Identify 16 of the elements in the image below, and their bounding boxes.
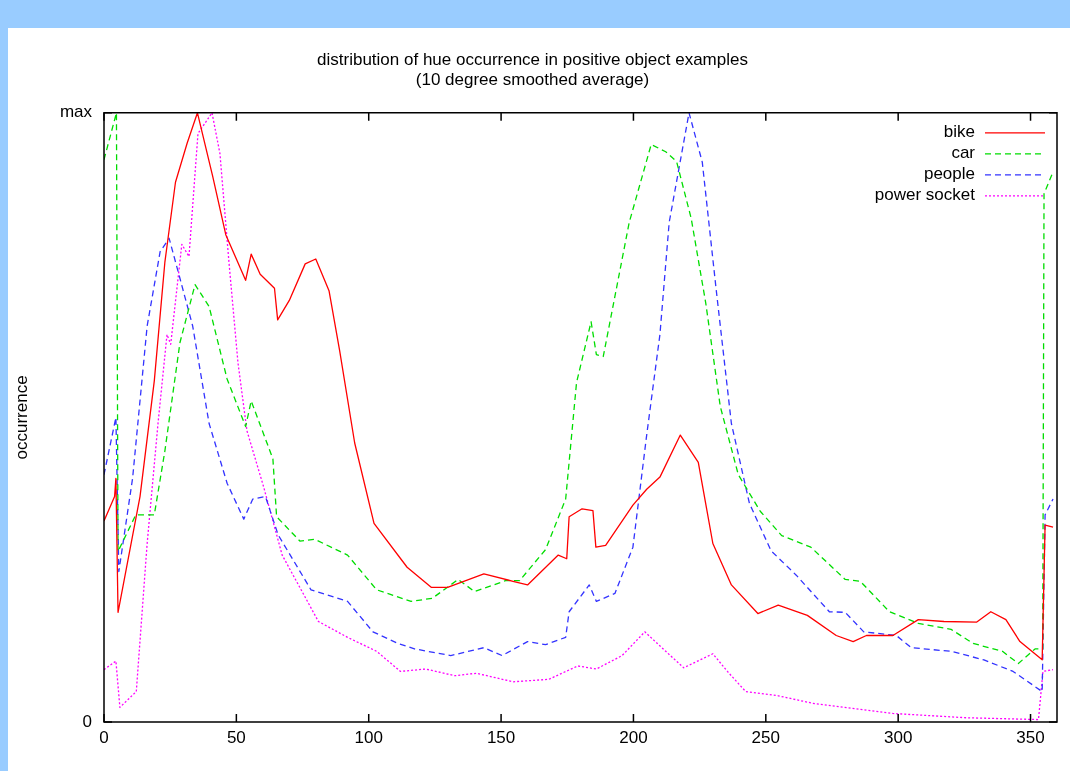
legend-label: car: [951, 143, 976, 163]
chart-title: distribution of hue occurrence in positive object examples (10 degree smoothed average): [317, 49, 748, 90]
text: 0: [82, 711, 92, 731]
x-tick-label: 100: [354, 727, 383, 747]
x-tick-label: 50: [226, 727, 246, 747]
text: max: [59, 102, 93, 122]
legend-label: power socket: [874, 185, 976, 205]
x-tick-label: 0: [99, 727, 109, 747]
legend-label: bike: [943, 122, 975, 142]
x-tick-label: 150: [486, 727, 516, 747]
x-tick-label: 200: [619, 727, 648, 747]
x-tick-label: 250: [751, 727, 780, 747]
legend-label: people: [923, 164, 975, 184]
y-axis-title: occurrence: [11, 375, 31, 460]
x-tick-label: 350: [1016, 727, 1045, 747]
x-tick-label: 300: [883, 727, 913, 747]
